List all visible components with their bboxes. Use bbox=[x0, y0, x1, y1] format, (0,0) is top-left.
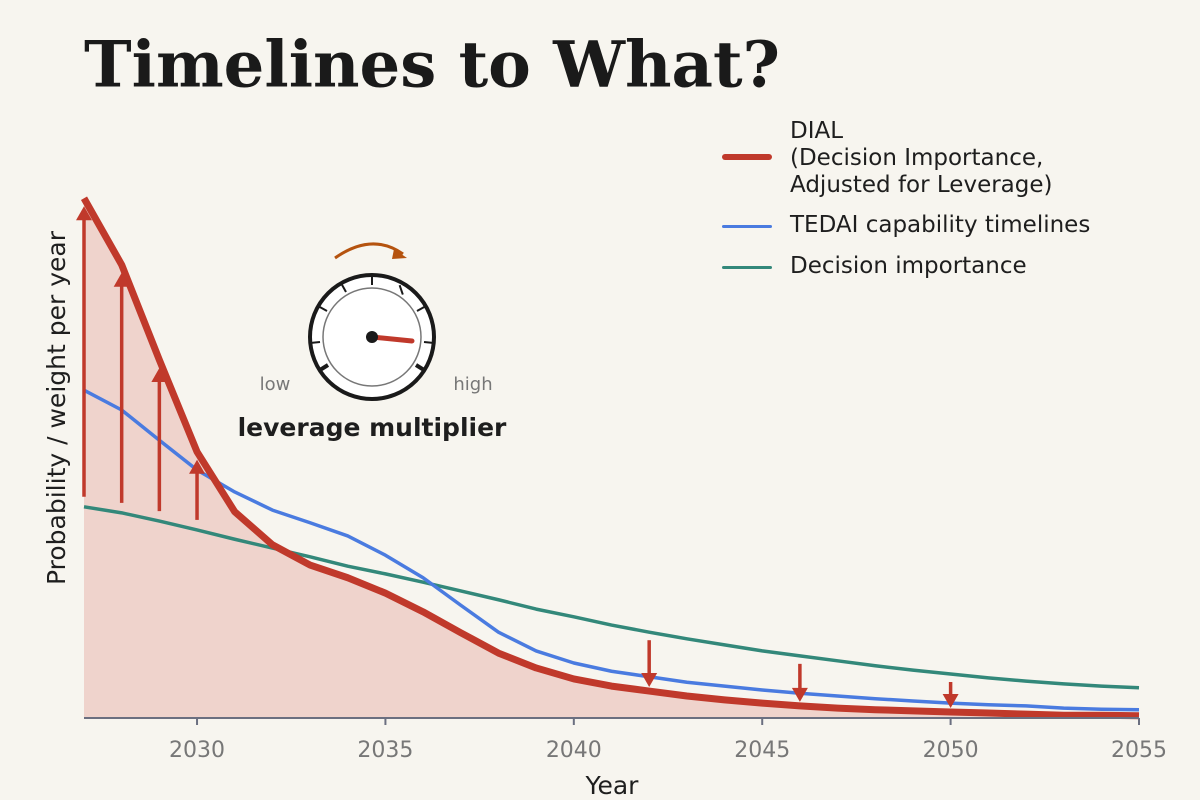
gauge-label: leverage multiplier bbox=[238, 413, 507, 442]
arrow-head bbox=[151, 367, 168, 382]
x-tick-label: 2055 bbox=[1111, 738, 1167, 763]
legend-swatch bbox=[722, 154, 772, 161]
legend-label: Decision importance bbox=[790, 253, 1027, 279]
gauge-high: high bbox=[453, 374, 492, 395]
x-tick-label: 2035 bbox=[357, 738, 413, 763]
gauge-hub bbox=[366, 331, 378, 343]
arrow-head bbox=[76, 206, 92, 221]
leverage-arrow bbox=[942, 682, 959, 708]
legend-swatch bbox=[722, 266, 772, 270]
gauge-low: low bbox=[260, 374, 291, 395]
arrow-head bbox=[189, 459, 206, 474]
x-tick-label: 2045 bbox=[734, 738, 790, 763]
leverage-arrow bbox=[189, 459, 206, 520]
x-tick-label: 2050 bbox=[923, 738, 979, 763]
leverage-arrow bbox=[641, 640, 658, 688]
legend-item: Decision importance bbox=[722, 253, 1027, 280]
series-line bbox=[83, 505, 1140, 690]
area bbox=[84, 198, 1139, 718]
x-tick-label: 2030 bbox=[169, 738, 225, 763]
series-line bbox=[83, 388, 1140, 712]
gauge-arrow bbox=[334, 242, 404, 260]
legend-label: DIAL (Decision Importance, Adjusted for … bbox=[790, 118, 1053, 198]
leverage-arrow bbox=[76, 206, 92, 497]
series-line bbox=[80, 196, 1140, 720]
gauge-ticks bbox=[309, 275, 435, 372]
leverage-arrow bbox=[151, 367, 168, 512]
gauge: low high leverage multiplier bbox=[238, 242, 507, 442]
chart-title: Timelines to What? bbox=[84, 28, 780, 103]
gauge-inner bbox=[322, 287, 422, 387]
arrow-head bbox=[113, 272, 130, 287]
leverage-arrow bbox=[113, 272, 130, 503]
gauge-arrowhead bbox=[392, 249, 407, 259]
legend-swatch bbox=[722, 225, 772, 229]
x-axis-label: Year bbox=[585, 771, 640, 800]
legend-item: TEDAI capability timelines bbox=[722, 212, 1090, 239]
arrow-head bbox=[641, 673, 658, 688]
x-tick-label: 2040 bbox=[546, 738, 602, 763]
gauge-needle bbox=[369, 334, 415, 344]
arrow-head bbox=[942, 693, 959, 708]
legend-item: DIAL (Decision Importance, Adjusted for … bbox=[722, 118, 1053, 199]
y-axis-label: Probability / weight per year bbox=[42, 230, 71, 585]
leverage-arrow bbox=[791, 663, 808, 702]
legend-label: TEDAI capability timelines bbox=[790, 212, 1091, 238]
arrow-head bbox=[791, 687, 808, 702]
plot-area: 2030 2035 2040 2045 2050 2055 bbox=[76, 196, 1167, 763]
